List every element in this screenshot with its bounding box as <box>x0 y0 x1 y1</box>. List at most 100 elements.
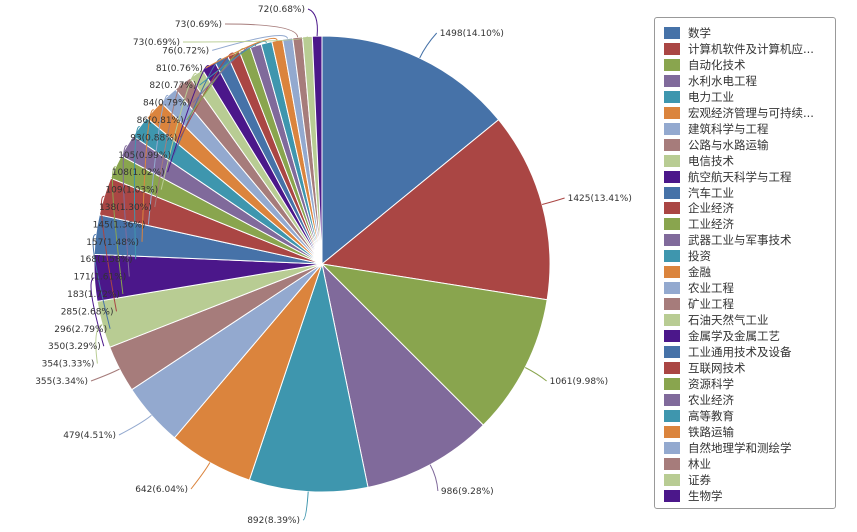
legend-swatch <box>664 266 680 279</box>
legend-label: 企业经济 <box>688 201 734 216</box>
legend-label: 自动化技术 <box>688 57 746 72</box>
slice-label-16: 145(1.36%) <box>93 220 146 230</box>
legend-label: 证券 <box>688 472 711 487</box>
label-connector-17 <box>154 82 184 208</box>
legend-swatch <box>664 234 680 247</box>
legend-swatch <box>664 473 680 486</box>
slice-label-26: 76(0.72%) <box>162 46 209 56</box>
legend-item-28[interactable]: 证券 <box>664 472 711 488</box>
legend-item-11[interactable]: 企业经济 <box>664 200 734 216</box>
legend-label: 宏观经济管理与可持续... <box>688 105 814 120</box>
label-connector-13 <box>122 145 130 277</box>
slice-label-7: 355(3.34%) <box>35 377 88 387</box>
legend-item-19[interactable]: 金属学及金属工艺 <box>664 328 780 344</box>
legend-swatch <box>664 122 680 135</box>
label-connector-16 <box>147 94 169 225</box>
legend-item-4[interactable]: 电力工业 <box>664 89 734 105</box>
slice-label-21: 93(0.88%) <box>130 133 177 143</box>
legend-item-20[interactable]: 工业通用技术及设备 <box>664 344 792 360</box>
legend-label: 矿业工程 <box>688 297 734 312</box>
slice-label-25: 81(0.76%) <box>156 64 203 74</box>
legend-item-1[interactable]: 计算机软件及计算机应... <box>664 41 814 57</box>
pie-slice-4[interactable] <box>248 262 369 493</box>
slice-label-6: 479(4.51%) <box>63 431 116 441</box>
legend-item-23[interactable]: 农业经济 <box>664 392 734 408</box>
legend-swatch <box>664 138 680 151</box>
label-connector-7 <box>90 368 120 382</box>
label-connector-18 <box>160 72 197 190</box>
legend-item-24[interactable]: 高等教育 <box>664 408 734 424</box>
legend-item-18[interactable]: 石油天然气工业 <box>664 312 769 328</box>
slice-label-5: 642(6.04%) <box>135 485 188 495</box>
legend-item-10[interactable]: 汽车工业 <box>664 185 734 201</box>
legend-item-16[interactable]: 农业工程 <box>664 280 734 296</box>
legend-label: 生物学 <box>688 488 723 503</box>
legend-item-22[interactable]: 资源科学 <box>664 376 734 392</box>
slice-label-4: 892(8.39%) <box>247 516 300 526</box>
legend-item-21[interactable]: 互联网技术 <box>664 360 746 376</box>
slice-label-28: 73(0.69%) <box>133 38 180 48</box>
legend-item-7[interactable]: 公路与水路运输 <box>664 137 769 153</box>
legend-item-3[interactable]: 水利水电工程 <box>664 73 757 89</box>
pie-slice-3[interactable] <box>321 262 485 488</box>
slice-label-23: 84(0.79%) <box>143 99 190 109</box>
legend-item-9[interactable]: 航空航天科学与工程 <box>664 169 792 185</box>
legend-swatch <box>664 186 680 199</box>
slice-label-17: 138(1.30%) <box>99 203 152 213</box>
legend-item-13[interactable]: 武器工业与军事技术 <box>664 232 792 248</box>
legend-swatch <box>664 409 680 422</box>
label-connector-0 <box>419 32 438 59</box>
label-connector-24 <box>199 40 267 86</box>
slice-label-14: 168(1.58%) <box>80 255 133 265</box>
legend-label: 电信技术 <box>688 153 734 168</box>
legend-item-25[interactable]: 铁路运输 <box>664 424 734 440</box>
legend-swatch <box>664 90 680 103</box>
legend-label: 电力工业 <box>688 89 734 104</box>
legend-swatch <box>664 202 680 215</box>
legend-item-29[interactable]: 生物学 <box>664 488 723 504</box>
legend-item-2[interactable]: 自动化技术 <box>664 57 746 73</box>
slice-label-11: 285(2.68%) <box>61 307 114 317</box>
legend-item-27[interactable]: 林业 <box>664 456 711 472</box>
slice-label-18: 109(1.03%) <box>105 186 158 196</box>
label-connector-3 <box>429 464 439 492</box>
pie-slice-0[interactable] <box>321 35 500 266</box>
legend-label: 公路与水路运输 <box>688 137 769 152</box>
legend-label: 数学 <box>688 26 711 40</box>
slice-label-29: 72(0.68%) <box>258 5 305 15</box>
legend-item-17[interactable]: 矿业工程 <box>664 296 734 312</box>
legend-swatch <box>664 425 680 438</box>
legend-swatch <box>664 282 680 295</box>
label-connector-15 <box>141 109 155 242</box>
legend-label: 林业 <box>688 456 711 471</box>
slice-label-3: 986(9.28%) <box>441 487 494 497</box>
pie-slice-1[interactable] <box>320 119 551 301</box>
legend-item-5[interactable]: 宏观经济管理与可持续... <box>664 105 814 121</box>
slice-label-10: 296(2.79%) <box>54 325 107 335</box>
legend-swatch <box>664 106 680 119</box>
label-connector-2 <box>524 367 547 382</box>
legend-swatch <box>664 154 680 167</box>
legend-label: 建筑科学与工程 <box>688 121 769 136</box>
legend-swatch <box>664 361 680 374</box>
legend-swatch <box>664 250 680 263</box>
legend-item-15[interactable]: 金融 <box>664 264 711 280</box>
legend-item-26[interactable]: 自然地理学和测绘学 <box>664 440 792 456</box>
legend-label: 金融 <box>688 265 711 280</box>
slice-label-15: 157(1.48%) <box>86 238 139 248</box>
legend-item-6[interactable]: 建筑科学与工程 <box>664 121 769 137</box>
label-connector-11 <box>100 195 117 312</box>
slice-label-24: 82(0.77%) <box>149 81 196 91</box>
label-connector-8 <box>95 324 103 364</box>
legend-item-8[interactable]: 电信技术 <box>664 153 734 169</box>
label-connector-25 <box>205 37 278 69</box>
pie-slice-2[interactable] <box>320 263 548 426</box>
pie-chart: 1498(14.10%) 1425(13.41%) 1061(9.98%) 986(9… <box>35 5 632 526</box>
legend: 数学 计算机软件及计算机应... 自动化技术 水利水电工程 电力工业 宏观经济管理与可持续… <box>654 17 836 509</box>
label-connector-29 <box>307 8 318 37</box>
legend-label: 投资 <box>688 249 711 264</box>
legend-item-12[interactable]: 工业经济 <box>664 216 734 232</box>
legend-item-0[interactable]: 数学 <box>664 25 711 41</box>
slice-label-8: 354(3.33%) <box>42 360 95 370</box>
legend-item-14[interactable]: 投资 <box>664 248 711 264</box>
